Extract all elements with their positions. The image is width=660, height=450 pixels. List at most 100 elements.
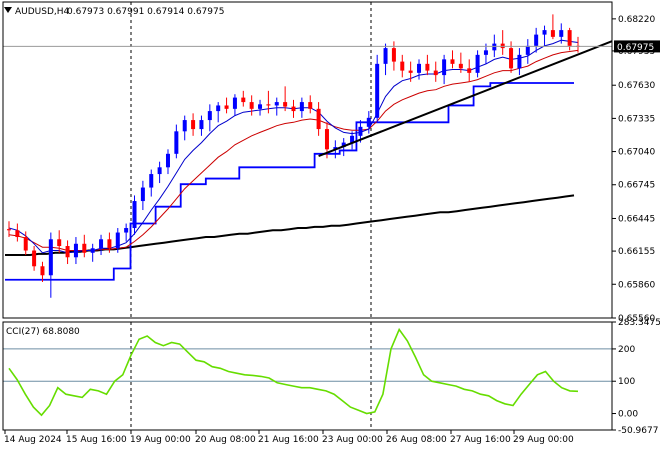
candle-body bbox=[249, 102, 254, 109]
candle-body bbox=[542, 30, 547, 35]
candle-body bbox=[525, 45, 530, 55]
price-panel-frame bbox=[2, 1, 613, 319]
candle-body bbox=[442, 59, 447, 76]
candle-body bbox=[48, 239, 53, 276]
candle-body bbox=[266, 104, 271, 106]
candle-body bbox=[333, 147, 338, 150]
candle-body bbox=[124, 228, 129, 233]
candle-body bbox=[232, 97, 237, 109]
candle-body bbox=[32, 250, 37, 267]
candle-body bbox=[73, 243, 78, 258]
candle-body bbox=[475, 54, 480, 73]
triangle-down-icon[interactable] bbox=[4, 7, 12, 13]
trendline bbox=[318, 40, 613, 157]
candle-body bbox=[65, 246, 70, 258]
cci-title: CCI(27) 68.8080 bbox=[6, 327, 80, 337]
candle-body bbox=[517, 54, 522, 69]
y-tick-label: 0.66745 bbox=[618, 181, 655, 191]
cci-line bbox=[8, 327, 579, 417]
candle-body bbox=[99, 239, 104, 249]
candle-body bbox=[283, 102, 288, 107]
ohlc-readout: 0.67973 0.67991 0.67914 0.67975 bbox=[67, 7, 224, 17]
price-tag-background bbox=[614, 40, 660, 53]
candle-body bbox=[140, 187, 145, 202]
y-tick-label: 0.67630 bbox=[618, 81, 655, 91]
cci-panel[interactable] bbox=[3, 322, 612, 430]
cci-tick-label: 200 bbox=[618, 345, 635, 355]
price-tag-label: 0.67975 bbox=[617, 43, 654, 53]
candle-body bbox=[274, 102, 279, 106]
y-tick-label: 0.66445 bbox=[618, 214, 655, 224]
cci-tick-label: -50.9677 bbox=[618, 426, 658, 436]
candle-body bbox=[199, 120, 204, 130]
y-tick-label: 0.65560 bbox=[618, 314, 655, 324]
y-tick-label: 0.67040 bbox=[618, 148, 655, 158]
x-tick-label: 23 Aug 00:00 bbox=[322, 435, 383, 445]
candle-body bbox=[550, 30, 555, 37]
cci-tick-label: 0.00 bbox=[618, 410, 638, 420]
cci-panel-frame bbox=[2, 321, 613, 431]
cci-header: CCI(27) 68.8080 bbox=[6, 327, 80, 337]
candle-body bbox=[400, 61, 405, 71]
candle-body bbox=[82, 243, 87, 253]
candle-body bbox=[241, 97, 246, 103]
candle-body bbox=[165, 153, 170, 168]
x-tick-label: 26 Aug 08:00 bbox=[386, 435, 447, 445]
current-price-tag[interactable]: 0.67975 bbox=[614, 40, 660, 53]
candle-body bbox=[308, 102, 313, 109]
candle-body bbox=[191, 120, 196, 130]
candle-body bbox=[492, 43, 497, 51]
candle-body bbox=[450, 59, 455, 64]
candle-body bbox=[23, 237, 28, 251]
candle-body bbox=[366, 117, 371, 127]
candle-body bbox=[458, 63, 463, 69]
candle-body bbox=[383, 48, 388, 64]
ma-long-line bbox=[5, 194, 575, 256]
symbol-timeframe: AUDUSD,H4 bbox=[15, 7, 70, 17]
candle-body bbox=[467, 68, 472, 73]
candle-body bbox=[149, 174, 154, 188]
candle-body bbox=[509, 48, 514, 69]
candle-body bbox=[316, 108, 321, 130]
candle-body bbox=[433, 70, 438, 76]
candle-body bbox=[534, 34, 539, 46]
price-panel[interactable] bbox=[3, 2, 613, 318]
x-tick-label: 27 Aug 16:00 bbox=[450, 435, 511, 445]
x-tick-label: 21 Aug 16:00 bbox=[258, 435, 319, 445]
candle-body bbox=[90, 248, 95, 253]
candle-body bbox=[567, 30, 572, 46]
candle-body bbox=[341, 142, 346, 148]
candle-body bbox=[207, 111, 212, 121]
candle-body bbox=[115, 232, 120, 249]
y-tick-label: 0.66155 bbox=[618, 247, 655, 257]
candle-body bbox=[15, 230, 20, 238]
candle-body bbox=[391, 48, 396, 62]
ma-slow-line bbox=[8, 49, 579, 251]
candle-body bbox=[174, 131, 179, 154]
candle-body bbox=[258, 104, 263, 109]
candle-body bbox=[107, 239, 112, 249]
candle-body bbox=[224, 105, 229, 109]
cci-tick-label: 283.3475 bbox=[618, 318, 660, 328]
candle-body bbox=[182, 120, 187, 132]
candle-body bbox=[291, 106, 296, 112]
candle-body bbox=[216, 105, 221, 112]
y-tick-label: 0.68220 bbox=[618, 15, 655, 25]
candle-body bbox=[408, 70, 413, 73]
candle-body bbox=[559, 30, 564, 37]
candle-body bbox=[500, 43, 505, 49]
candle-body bbox=[350, 135, 355, 143]
candle-body bbox=[57, 239, 62, 247]
y-tick-label: 0.65860 bbox=[618, 280, 655, 290]
y-tick-label: 0.67335 bbox=[618, 114, 655, 124]
x-tick-label: 20 Aug 08:00 bbox=[195, 435, 256, 445]
candle-body bbox=[425, 63, 430, 71]
candle-body bbox=[324, 129, 329, 150]
x-tick-label: 15 Aug 16:00 bbox=[66, 435, 127, 445]
x-tick-label: 14 Aug 2024 bbox=[4, 435, 62, 445]
x-tick-label: 19 Aug 00:00 bbox=[130, 435, 191, 445]
candle-body bbox=[40, 266, 45, 276]
candle-body bbox=[375, 63, 380, 118]
